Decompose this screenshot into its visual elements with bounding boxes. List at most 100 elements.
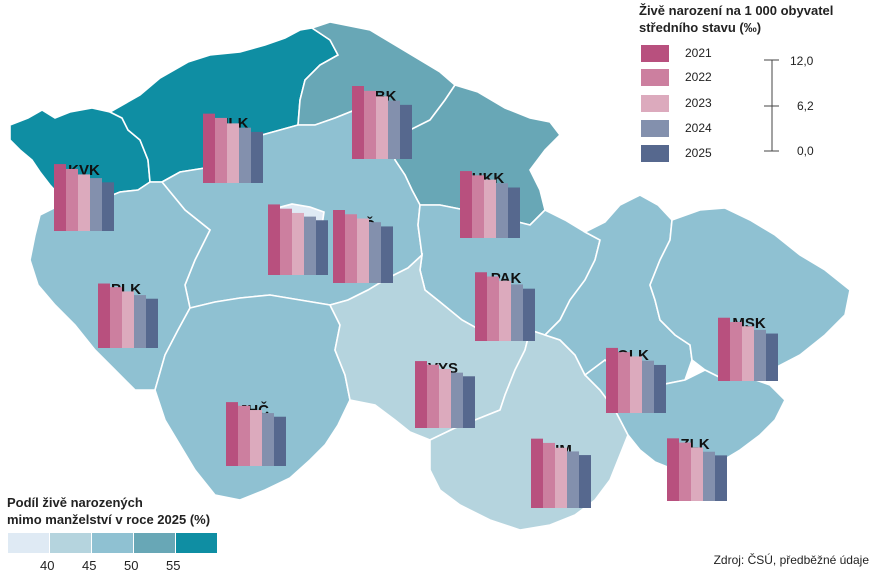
birth-rate-bar — [508, 187, 520, 238]
choropleth-threshold: 55 — [166, 558, 181, 573]
birth-rate-bar — [567, 451, 579, 508]
birth-rate-bar — [90, 178, 102, 231]
birth-rate-bar — [523, 288, 535, 341]
birth-rate-bar — [268, 204, 280, 275]
year-legend-item: 2025 — [641, 145, 731, 163]
birth-rate-bar — [667, 438, 679, 501]
region-jhc — [154, 294, 351, 501]
choropleth-class-box — [50, 533, 91, 553]
birth-rate-bar — [54, 164, 66, 231]
birth-rate-bar — [543, 442, 555, 508]
birth-rate-bar — [766, 333, 778, 381]
year-label: 2023 — [685, 96, 712, 110]
year-swatch — [641, 120, 669, 137]
birth-rate-bar — [460, 171, 472, 238]
birth-rate-bar — [292, 212, 304, 275]
birth-rate-bar — [345, 214, 357, 283]
choropleth-threshold: 45 — [82, 558, 97, 573]
choropleth-title-line2: mimo manželství v roce 2025 (%) — [7, 512, 211, 527]
choropleth-class-box — [176, 533, 217, 553]
birth-rate-bar — [250, 410, 262, 466]
birth-rate-bar — [499, 280, 511, 341]
scale-label-mid: 6,2 — [797, 99, 814, 113]
birth-rate-bar — [304, 216, 316, 275]
birth-rate-bar — [415, 361, 427, 428]
birth-rate-bar — [376, 96, 388, 159]
birth-rate-bar — [98, 283, 110, 348]
choropleth-class-box — [92, 533, 133, 553]
birth-rate-bar — [122, 291, 134, 348]
bar-legend-title: Živě narození na 1 000 obyvatel středníh… — [639, 2, 833, 36]
birth-rate-bar — [730, 321, 742, 381]
birth-rate-bar — [642, 360, 654, 413]
year-legend-item: 2022 — [641, 69, 731, 87]
birth-rate-bar — [496, 183, 508, 238]
birth-rate-bar — [511, 284, 523, 341]
scale-label-max: 12,0 — [790, 54, 814, 68]
birth-rate-bar — [369, 222, 381, 283]
birth-rate-bar — [146, 298, 158, 348]
choropleth-class-box — [8, 533, 49, 553]
birth-rate-bar — [630, 356, 642, 413]
choropleth-title-line1: Podíl živě narozených — [7, 495, 143, 510]
birth-rate-bar — [555, 447, 567, 508]
birth-rate-bar — [463, 376, 475, 428]
year-legend-item: 2023 — [641, 95, 731, 113]
year-swatch — [641, 95, 669, 112]
birth-rate-bar — [381, 226, 393, 283]
birth-rate-bar — [679, 442, 691, 501]
birth-rate-bar — [475, 272, 487, 341]
birth-rate-bar — [718, 317, 730, 381]
birth-rate-bar — [227, 123, 239, 183]
birth-rate-bar — [333, 210, 345, 283]
birth-rate-bar — [66, 168, 78, 231]
choropleth-threshold: 50 — [124, 558, 139, 573]
bar-legend-title-line1: Živě narození na 1 000 obyvatel — [639, 3, 834, 18]
birth-rate-bar — [357, 218, 369, 283]
birth-rate-bar — [134, 295, 146, 348]
birth-rate-bar — [316, 220, 328, 275]
source-note: Zdroj: ČSÚ, předběžné údaje — [713, 553, 869, 567]
birth-rate-bar — [451, 372, 463, 428]
birth-rate-bar — [251, 131, 263, 183]
birth-rate-bar — [102, 182, 114, 231]
year-legend-item: 2024 — [641, 120, 731, 138]
birth-rate-bar — [703, 451, 715, 501]
bar-legend-title-line2: středního stavu (‰) — [639, 20, 762, 35]
birth-rate-bar — [203, 113, 215, 183]
birth-rate-bar — [715, 455, 727, 501]
year-label: 2025 — [685, 146, 712, 160]
birth-rate-bar — [364, 90, 376, 159]
year-legend-item: 2021 — [641, 45, 731, 63]
birth-rate-bar — [239, 127, 251, 183]
choropleth-threshold: 40 — [40, 558, 55, 573]
birth-rate-bar — [427, 364, 439, 428]
birth-rate-bar — [274, 416, 286, 466]
birth-rate-bar — [262, 413, 274, 466]
birth-rate-bar — [754, 329, 766, 381]
birth-rate-bar — [531, 438, 543, 508]
birth-rate-bar — [606, 347, 618, 413]
birth-rate-bar — [280, 208, 292, 275]
birth-rate-bar — [439, 368, 451, 428]
year-label: 2021 — [685, 46, 712, 60]
scale-label-min: 0,0 — [797, 144, 814, 158]
year-swatch — [641, 69, 669, 86]
birth-rate-bar — [238, 405, 250, 466]
birth-rate-bar — [487, 276, 499, 341]
birth-rate-bar — [215, 117, 227, 183]
birth-rate-bar — [352, 86, 364, 159]
scale-bracket — [764, 59, 779, 152]
birth-rate-bar — [742, 326, 754, 381]
birth-rate-bar — [226, 402, 238, 466]
birth-rate-bar — [110, 287, 122, 348]
birth-rate-bar — [400, 104, 412, 159]
year-swatch — [641, 145, 669, 162]
year-label: 2024 — [685, 121, 712, 135]
year-swatch — [641, 45, 669, 62]
choropleth-class-box — [134, 533, 175, 553]
birth-rate-bar — [654, 364, 666, 413]
birth-rate-bar — [78, 174, 90, 231]
year-label: 2022 — [685, 70, 712, 84]
